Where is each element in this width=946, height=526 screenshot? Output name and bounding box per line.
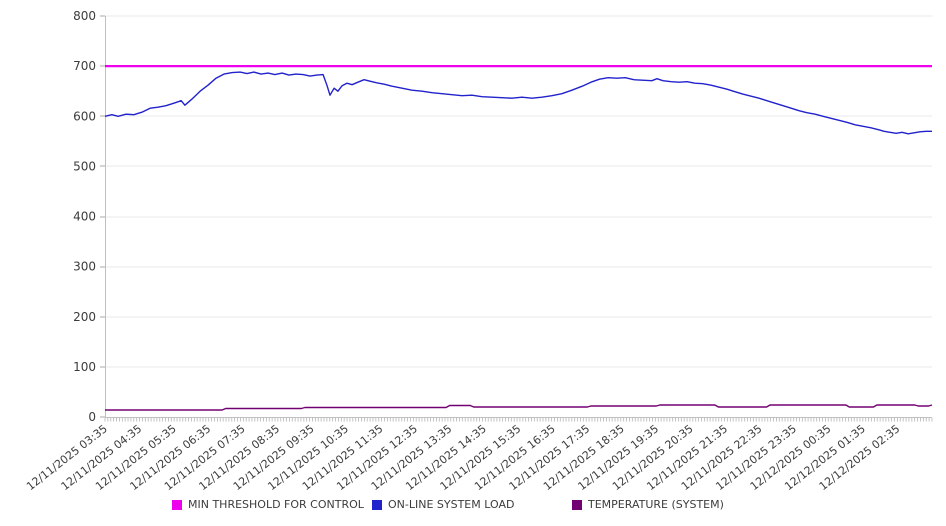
series-lines	[104, 64, 933, 411]
legend-swatch-icon	[372, 499, 382, 510]
y-tick-label: 700	[73, 59, 96, 73]
y-tick-label: 100	[73, 360, 96, 374]
y-tick-label: 800	[73, 9, 96, 23]
legend-label: ON-LINE SYSTEM LOAD	[388, 498, 515, 511]
legend-item-0[interactable]: MIN THRESHOLD FOR CONTROL	[172, 498, 372, 511]
series-line-2	[105, 404, 933, 411]
chart-canvas: 0 100 200 300 400 500 600 700 800 12/11/2025 03:3…	[24, 9, 933, 493]
legend-label: TEMPERATURE (SYSTEM)	[588, 498, 724, 511]
y-tick-label: 400	[73, 210, 96, 224]
y-tick-label: 500	[73, 159, 96, 173]
legend-item-1[interactable]: ON-LINE SYSTEM LOAD	[372, 498, 572, 511]
legend: MIN THRESHOLD FOR CONTROL ON-LINE SYSTEM …	[172, 498, 724, 511]
y-axis: 0 100 200 300 400 500 600 700 800	[73, 9, 105, 424]
legend-label: MIN THRESHOLD FOR CONTROL	[188, 498, 364, 511]
x-minor-ticks	[104, 418, 933, 422]
y-tick-label: 600	[73, 109, 96, 123]
legend-swatch-icon	[572, 499, 582, 510]
series-line-1	[104, 71, 932, 135]
legend-item-2[interactable]: TEMPERATURE (SYSTEM)	[572, 498, 724, 511]
y-tick-label: 0	[88, 410, 96, 424]
legend-swatch-icon	[172, 499, 182, 510]
y-gridlines	[105, 15, 932, 368]
y-tick-label: 300	[73, 260, 96, 274]
axes	[105, 16, 932, 418]
y-tick-label: 200	[73, 310, 96, 324]
